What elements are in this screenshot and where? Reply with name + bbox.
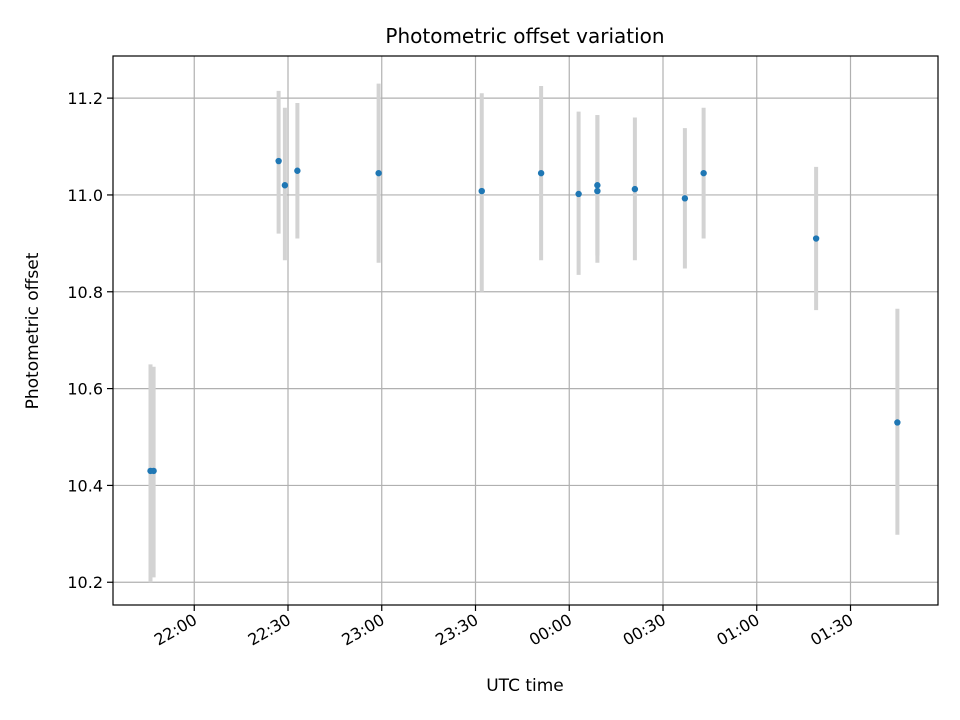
y-axis: 10.2 10.4 10.6 10.8 11.0 11.2 (67, 89, 113, 592)
y-tick-label: 11.2 (67, 89, 103, 108)
y-axis-label: Photometric offset (23, 252, 43, 409)
data-point (294, 167, 301, 174)
data-point (631, 185, 639, 193)
data-point (281, 182, 289, 189)
grid (113, 56, 938, 605)
chart-title: Photometric offset variation (385, 24, 664, 48)
data-point (275, 157, 282, 165)
data-point (594, 187, 601, 195)
data-point (478, 187, 485, 195)
x-axis-label: UTC time (486, 676, 564, 696)
y-tick-label: 10.6 (67, 380, 103, 399)
y-tick-label: 10.2 (67, 573, 103, 592)
y-tick-label: 10.8 (67, 283, 103, 302)
y-tick-label: 10.4 (67, 476, 103, 495)
plot-frame (112, 55, 939, 606)
data-point (894, 419, 901, 426)
data-point (700, 169, 707, 177)
data-point (575, 190, 582, 198)
data-point (812, 235, 820, 242)
data-point (594, 182, 601, 189)
data-point (375, 169, 382, 177)
data-point (537, 169, 545, 177)
data-points (147, 157, 901, 475)
data-point (150, 467, 157, 475)
y-tick-label: 11.0 (67, 186, 103, 205)
data-point (681, 195, 689, 202)
